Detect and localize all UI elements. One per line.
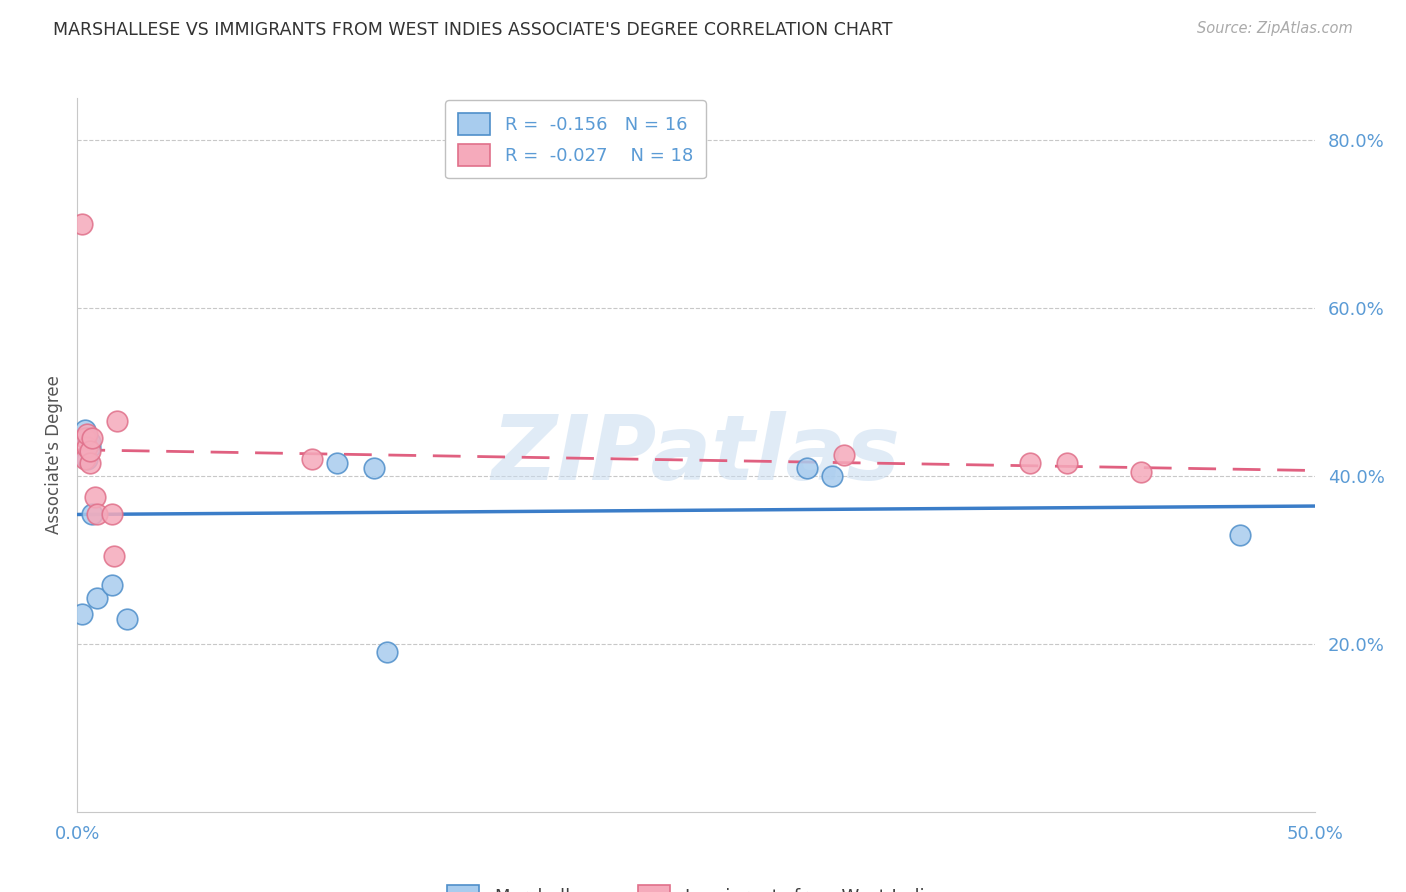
Point: [363, 460, 385, 475]
Point: [82, 507, 104, 521]
Point: [73, 423, 96, 437]
Point: [834, 448, 856, 462]
Point: [86, 507, 108, 521]
Point: [73, 431, 96, 445]
Point: [79, 440, 101, 454]
Point: [1229, 527, 1251, 541]
Point: [105, 414, 128, 428]
Point: [301, 452, 323, 467]
Point: [79, 443, 101, 458]
Point: [76, 440, 98, 454]
Text: Source: ZipAtlas.com: Source: ZipAtlas.com: [1197, 21, 1353, 37]
Point: [821, 469, 844, 483]
Point: [1019, 456, 1042, 470]
Point: [86, 591, 108, 605]
Point: [82, 431, 104, 445]
Point: [796, 460, 818, 475]
Point: [115, 612, 138, 626]
Point: [101, 578, 124, 592]
Point: [79, 456, 101, 470]
Legend: Marshallese, Immigrants from West Indies: Marshallese, Immigrants from West Indies: [434, 872, 957, 892]
Text: MARSHALLESE VS IMMIGRANTS FROM WEST INDIES ASSOCIATE'S DEGREE CORRELATION CHART: MARSHALLESE VS IMMIGRANTS FROM WEST INDI…: [53, 21, 893, 39]
Point: [76, 431, 98, 445]
Y-axis label: Associate's Degree: Associate's Degree: [45, 376, 63, 534]
Point: [72, 607, 94, 622]
Point: [76, 452, 98, 467]
Point: [375, 645, 398, 659]
Point: [1130, 465, 1153, 479]
Point: [83, 490, 105, 504]
Point: [326, 456, 349, 470]
Point: [76, 426, 98, 441]
Point: [72, 217, 94, 231]
Point: [103, 549, 125, 563]
Point: [73, 452, 96, 467]
Point: [1056, 456, 1078, 470]
Point: [101, 507, 124, 521]
Point: [79, 435, 101, 450]
Text: ZIPatlas: ZIPatlas: [492, 411, 900, 499]
